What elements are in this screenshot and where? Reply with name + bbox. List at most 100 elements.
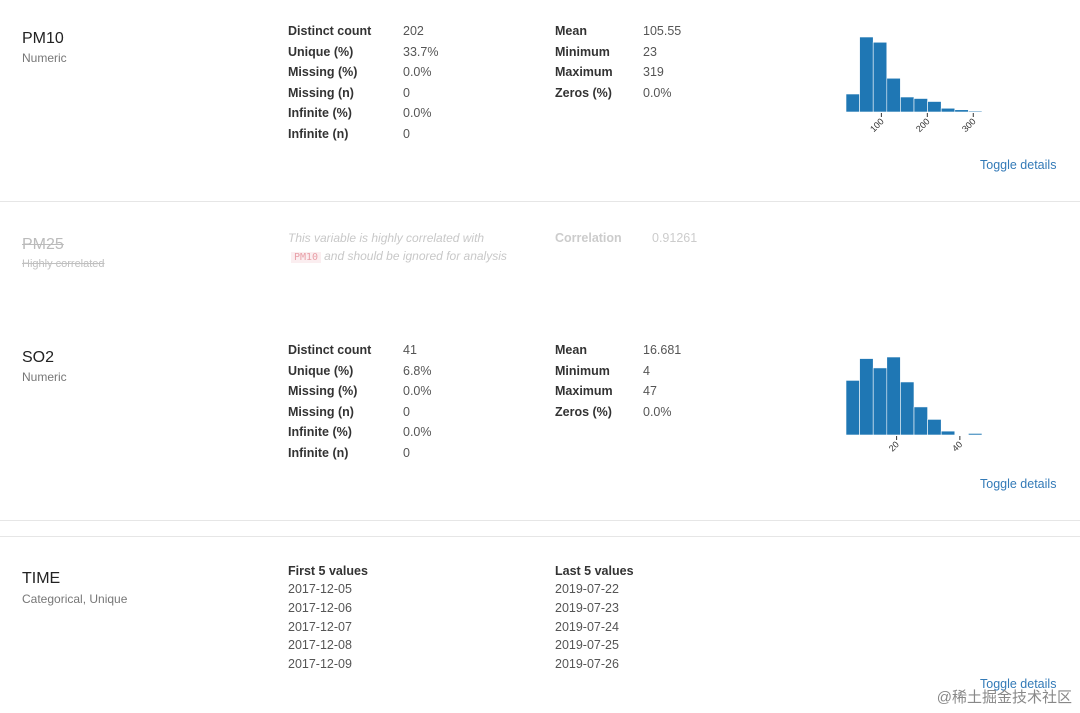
stat-row: Distinct count 41 xyxy=(288,340,432,361)
variable-name: PM10 xyxy=(22,30,64,47)
variable-type: Numeric xyxy=(22,370,67,384)
warning-text-tail: and should be ignored for analysis xyxy=(324,249,507,263)
histogram-bar xyxy=(968,433,983,436)
toggle-details-link[interactable]: Toggle details xyxy=(980,158,1057,172)
correlation-label: Correlation xyxy=(555,231,622,245)
stat-label: Infinite (%) xyxy=(288,425,352,440)
stat-row: Mean 16.681 xyxy=(555,340,681,361)
stat-value: 6.8% xyxy=(403,363,432,378)
stat-value: 0.0% xyxy=(403,425,432,440)
histogram-bar xyxy=(913,98,928,113)
list-item: 2019-07-23 xyxy=(555,600,619,615)
histogram-bar xyxy=(954,109,969,113)
stat-label: Missing (n) xyxy=(288,404,354,419)
variable-type: Categorical, Unique xyxy=(22,592,128,606)
stat-label: Infinite (%) xyxy=(288,106,352,121)
stat-row: Mean 105.55 xyxy=(555,21,681,42)
stat-label: Mean xyxy=(555,24,587,39)
stat-row: Infinite (n) 0 xyxy=(288,124,438,145)
stat-row: Missing (n) 0 xyxy=(288,402,432,423)
histogram-bar xyxy=(859,36,874,113)
stat-value: 0.0% xyxy=(403,384,432,399)
stat-value: 319 xyxy=(643,65,664,80)
stat-label: Minimum xyxy=(555,363,610,378)
correlation-warning: This variable is highly correlated with … xyxy=(288,229,507,267)
list-item: 2017-12-06 xyxy=(288,600,352,615)
histogram-bar xyxy=(913,406,928,436)
stat-row: Infinite (%) 0.0% xyxy=(288,103,438,124)
stat-label: Missing (%) xyxy=(288,65,358,80)
list-item: 2019-07-26 xyxy=(555,657,619,672)
histogram-bar xyxy=(900,381,915,436)
stat-row: Missing (%) 0.0% xyxy=(288,381,432,402)
histogram-bar xyxy=(927,419,942,436)
histogram-bar xyxy=(845,380,860,436)
list-item: 2017-12-09 xyxy=(288,657,352,672)
last-values-header: Last 5 values xyxy=(555,564,634,578)
x-tick-label: 20 xyxy=(887,439,901,453)
pm10-histogram: 100 200 300 xyxy=(845,36,983,134)
x-tick-label: 40 xyxy=(950,439,964,453)
histogram-bar xyxy=(872,367,888,436)
histogram-bar xyxy=(940,107,956,113)
stat-row: Unique (%) 6.8% xyxy=(288,361,432,382)
variable-name: TIME xyxy=(22,570,61,587)
x-tick-label: 200 xyxy=(914,116,932,134)
last-values-list: 2019-07-22 2019-07-23 2019-07-24 2019-07… xyxy=(555,580,619,674)
correlation-value: 0.91261 xyxy=(652,231,698,245)
variable-type: Numeric xyxy=(22,51,67,65)
stat-label: Maximum xyxy=(555,384,613,399)
stat-label: Maximum xyxy=(555,65,613,80)
list-item: 2017-12-05 xyxy=(288,582,352,596)
stat-row: Zeros (%) 0.0% xyxy=(555,83,681,104)
section-divider xyxy=(0,536,1080,537)
correlated-variable-link[interactable]: PM10 xyxy=(291,252,322,263)
stat-value: 23 xyxy=(643,44,657,59)
toggle-details-link[interactable]: Toggle details xyxy=(980,477,1057,491)
stat-label: Mean xyxy=(555,343,587,358)
stat-row: Unique (%) 33.7% xyxy=(288,42,438,63)
stat-value: 47 xyxy=(643,384,657,399)
stats-table-right: Mean 105.55 Minimum 23 Maximum 319 Zeros (%… xyxy=(555,21,681,103)
x-tick-label: 100 xyxy=(868,116,886,134)
histogram-bar xyxy=(845,93,860,113)
section-divider xyxy=(0,201,1080,202)
stats-table-left: Distinct count 202 Unique (%) 33.7% Missin… xyxy=(288,21,438,144)
histogram-bar xyxy=(900,96,915,113)
stat-row: Missing (%) 0.0% xyxy=(288,62,438,83)
stats-table-right: Mean 16.681 Minimum 4 Maximum 47 Zeros (%) 0… xyxy=(555,340,681,422)
toggle-details-link[interactable]: Toggle details xyxy=(980,677,1057,691)
stat-label: Unique (%) xyxy=(288,44,354,59)
histogram-bar xyxy=(886,77,901,113)
warning-text: This variable is highly correlated with xyxy=(288,231,485,245)
histogram-bar xyxy=(886,356,901,436)
stat-value: 0.0% xyxy=(643,85,672,100)
first-values-header: First 5 values xyxy=(288,564,368,578)
stat-row: Maximum 47 xyxy=(555,381,681,402)
stat-row: Minimum 4 xyxy=(555,361,681,382)
histogram-bar xyxy=(859,358,874,436)
first-values-list: 2017-12-05 2017-12-06 2017-12-07 2017-12… xyxy=(288,580,352,674)
stat-row: Infinite (%) 0.0% xyxy=(288,422,432,443)
stat-value: 0.0% xyxy=(403,65,432,80)
stat-label: Zeros (%) xyxy=(555,85,612,100)
stat-label: Minimum xyxy=(555,44,610,59)
stat-value: 0 xyxy=(403,404,410,419)
histogram-bar xyxy=(872,41,888,113)
stat-label: Distinct count xyxy=(288,343,372,358)
stat-value: 4 xyxy=(643,363,650,378)
stat-value: 0 xyxy=(403,85,410,100)
stat-label: Unique (%) xyxy=(288,363,354,378)
list-item: 2019-07-25 xyxy=(555,638,619,653)
stat-value: 0.0% xyxy=(403,106,432,121)
variable-type: Highly correlated xyxy=(22,258,105,270)
stat-label: Missing (%) xyxy=(288,384,358,399)
histogram-bar xyxy=(940,430,956,436)
stat-value: 0.0% xyxy=(643,404,672,419)
stat-row: Zeros (%) 0.0% xyxy=(555,402,681,423)
stat-value: 105.55 xyxy=(643,24,682,39)
stat-row: Missing (n) 0 xyxy=(288,83,438,104)
stat-value: 16.681 xyxy=(643,343,682,358)
list-item: 2019-07-22 xyxy=(555,582,619,596)
stat-value: 41 xyxy=(403,343,417,358)
